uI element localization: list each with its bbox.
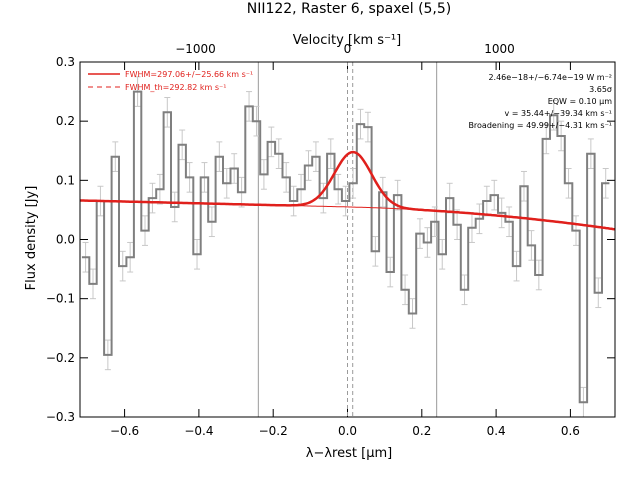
legend-entry-fwhm-th: FWHM_th=292.82 km s⁻¹	[125, 83, 226, 92]
plot-frame	[79, 61, 616, 418]
x-tick-label: 0.6	[561, 424, 580, 438]
fit-annotations: 2.46e−18+/−6.74e−19 W m⁻² 3.65σ EQW = 0.…	[468, 73, 612, 130]
legend: FWHM=297.06+/−25.66 km s⁻¹ FWHM_th=292.8…	[88, 70, 253, 92]
annotation-broadening: Broadening = 49.99+/−4.31 km s⁻¹	[468, 121, 612, 130]
x-tick-label: −0.6	[110, 424, 139, 438]
fit-line	[80, 150, 616, 231]
y-axis-label: Flux density [Jy]	[24, 186, 39, 291]
x-tick-label: −0.4	[184, 424, 213, 438]
y-tick-label: −0.1	[46, 292, 75, 306]
spectrum-line	[81, 90, 610, 404]
x-tick-label: 0.2	[412, 424, 431, 438]
annotation-significance: 3.65σ	[589, 85, 612, 94]
x-tick-label: 0.4	[487, 424, 506, 438]
axis-ticks: −0.6 −0.4 −0.2 0.0 0.2 0.4 0.6 −0.3 −0.2 −0.1 0.0 0…	[46, 42, 615, 438]
legend-entry-fwhm: FWHM=297.06+/−25.66 km s⁻¹	[125, 70, 253, 79]
top-x-tick-label: −1000	[175, 42, 216, 56]
top-axis-label: Velocity [km s⁻¹]	[293, 33, 401, 48]
y-tick-label: 0.3	[56, 55, 75, 69]
annotation-velocity: v = 35.44+/−39.34 km s⁻¹	[504, 109, 612, 118]
y-tick-label: 0.0	[56, 233, 75, 247]
y-tick-label: 0.1	[56, 173, 75, 187]
top-x-tick-label: 1000	[484, 42, 515, 56]
x-tick-label: 0.0	[338, 424, 357, 438]
annotation-eqw: EQW = 0.10 μm	[548, 97, 612, 106]
x-tick-label: −0.2	[259, 424, 288, 438]
annotation-flux: 2.46e−18+/−6.74e−19 W m⁻²	[488, 73, 612, 82]
reference-lines	[257, 62, 438, 417]
chart-title: NII122, Raster 6, spaxel (5,5)	[247, 1, 452, 17]
y-tick-label: −0.3	[46, 410, 75, 424]
x-axis-label: λ−λrest [μm]	[306, 446, 392, 461]
y-tick-label: −0.2	[46, 351, 75, 365]
y-tick-label: 0.2	[56, 114, 75, 128]
top-x-tick-label: 0	[344, 42, 352, 56]
